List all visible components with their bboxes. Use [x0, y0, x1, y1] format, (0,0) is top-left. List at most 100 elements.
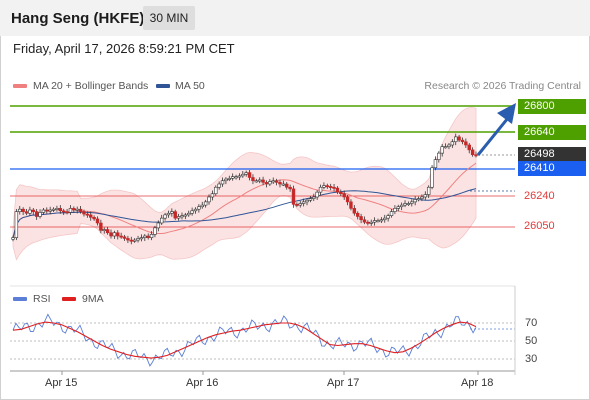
- candle-up: [153, 227, 157, 235]
- candle-up: [214, 186, 218, 195]
- candle-down: [122, 236, 127, 239]
- candle-down: [332, 186, 336, 189]
- candle-down: [129, 239, 133, 242]
- candle-up: [28, 209, 32, 214]
- candle-down: [85, 213, 90, 216]
- candle-up: [11, 237, 15, 240]
- candle-up: [160, 217, 164, 224]
- candle-up: [207, 196, 211, 203]
- candle-down: [339, 191, 343, 195]
- rsi-line: [12, 313, 477, 367]
- candle-up: [271, 180, 275, 183]
- rsi-level-label-30: 30: [525, 353, 538, 365]
- candle-down: [288, 186, 292, 190]
- candle-up: [318, 186, 323, 193]
- candle-up: [258, 179, 262, 182]
- candle-down: [89, 214, 93, 218]
- candle-up: [187, 212, 191, 216]
- candle-down: [126, 238, 130, 241]
- candle-up: [190, 210, 194, 214]
- candle-up: [440, 146, 444, 154]
- candle-up: [281, 183, 286, 186]
- ma50-legend: MA 50: [175, 80, 205, 92]
- rsi-level-label-70: 70: [525, 317, 538, 329]
- candle-up: [301, 201, 306, 204]
- candle-up: [176, 216, 181, 219]
- candle-up: [423, 194, 428, 198]
- candle-down: [362, 219, 367, 223]
- candle-down: [21, 208, 25, 212]
- ma50-line: [12, 188, 477, 238]
- candle-up: [170, 211, 174, 214]
- candle-down: [291, 188, 296, 205]
- rsi-ma-swatch: [62, 297, 76, 301]
- ma20-legend: MA 20 + Bollinger Bands: [33, 80, 149, 92]
- candle-down: [116, 232, 120, 237]
- candle-up: [308, 198, 313, 201]
- candle-up: [450, 141, 455, 146]
- candle-up: [430, 167, 434, 188]
- candle-up: [51, 208, 56, 211]
- candle-up: [230, 176, 235, 179]
- candle-down: [328, 186, 333, 188]
- candle-up: [55, 208, 59, 210]
- candle-down: [264, 182, 269, 185]
- candle-up: [369, 221, 373, 224]
- candle-up: [454, 136, 458, 143]
- candle-up: [433, 159, 438, 169]
- candle-down: [78, 208, 83, 212]
- candle-up: [420, 196, 424, 199]
- timeframe-button[interactable]: 30 MIN: [143, 6, 195, 30]
- ma50-swatch: [156, 84, 170, 88]
- candle-up: [241, 173, 245, 177]
- candle-up: [244, 172, 248, 175]
- candle-down: [45, 209, 49, 212]
- bollinger-band: [12, 107, 477, 261]
- candles: [11, 133, 478, 245]
- rsi-swatch: [13, 297, 27, 301]
- candle-up: [443, 146, 448, 149]
- candle-down: [247, 172, 252, 178]
- candle-up: [379, 219, 384, 222]
- price-label-r1: 26640: [518, 125, 586, 140]
- candle-down: [352, 208, 357, 214]
- candle-down: [24, 211, 29, 214]
- x-label-apr16: Apr 16: [186, 377, 219, 389]
- candle-up: [413, 199, 417, 203]
- candle-up: [386, 215, 390, 219]
- candle-up: [227, 178, 231, 180]
- candle-down: [342, 193, 346, 198]
- candle-up: [210, 193, 215, 198]
- candle-up: [383, 217, 387, 221]
- candle-up: [393, 208, 397, 212]
- candle-up: [139, 237, 144, 240]
- rsi-ma-line: [12, 321, 477, 359]
- candle-up: [14, 211, 19, 238]
- timestamp: Friday, April 17, 2026 8:59:21 PM CET: [13, 41, 235, 56]
- candle-up: [149, 234, 154, 238]
- candle-up: [234, 176, 238, 179]
- candle-down: [457, 136, 461, 141]
- candle-up: [315, 191, 319, 198]
- candle-up: [268, 181, 272, 185]
- candle-down: [335, 187, 340, 193]
- instrument-title: Hang Seng (HKFE): [11, 10, 145, 27]
- candle-down: [82, 211, 86, 215]
- candle-up: [220, 180, 225, 185]
- candle-down: [349, 201, 353, 209]
- candle-up: [237, 175, 242, 178]
- x-label-apr17: Apr 17: [327, 377, 360, 389]
- candle-up: [322, 185, 326, 188]
- ma20-swatch: [13, 84, 27, 88]
- candle-up: [403, 203, 407, 206]
- forecast-arrow-shaft: [476, 117, 510, 156]
- candle-down: [58, 208, 63, 212]
- candle-up: [200, 204, 204, 208]
- rsi-ma-legend: 9MA: [82, 293, 104, 305]
- candle-down: [359, 216, 363, 221]
- candle-up: [143, 235, 147, 238]
- candle-down: [325, 185, 329, 188]
- candle-down: [261, 179, 265, 183]
- candle-up: [193, 208, 198, 212]
- candle-down: [99, 222, 103, 231]
